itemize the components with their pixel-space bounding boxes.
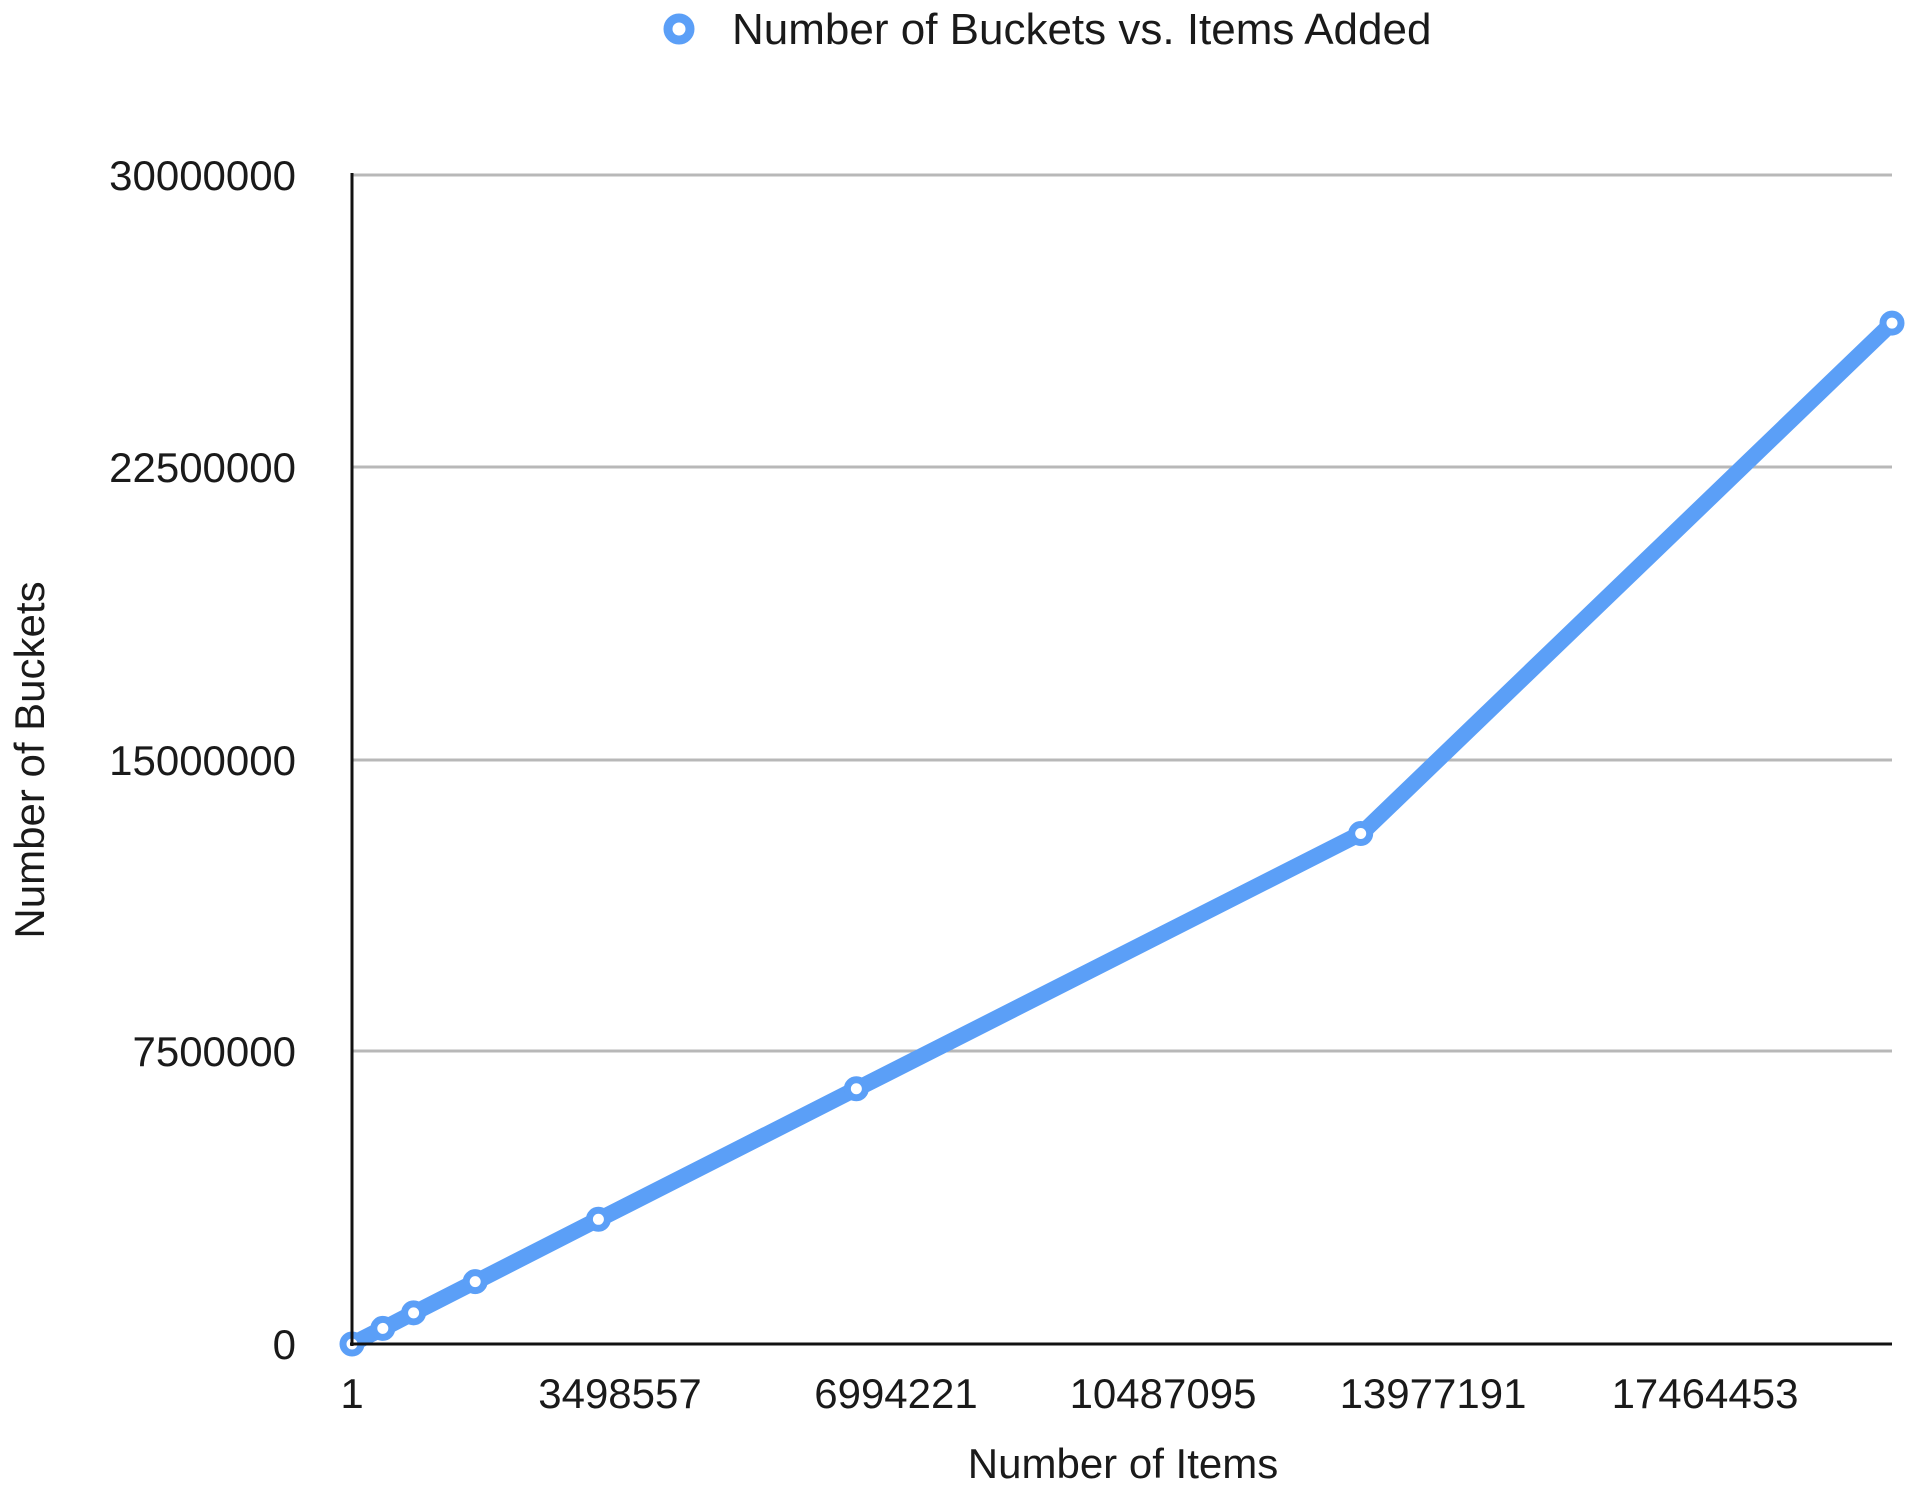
- x-axis-title: Number of Items: [968, 1440, 1278, 1487]
- x-tick-label: 10487095: [1070, 1370, 1257, 1417]
- y-tick-label: 7500000: [132, 1028, 296, 1075]
- series-number-of-buckets: [339, 310, 1905, 1357]
- series-line: [344, 315, 1900, 1352]
- data-point: [1879, 310, 1905, 336]
- gridlines: [352, 173, 1892, 1053]
- data-point: [843, 1076, 869, 1102]
- y-tick-label: 0: [273, 1321, 296, 1368]
- data-point: [1348, 821, 1374, 847]
- x-tick-label: 1: [340, 1370, 363, 1417]
- x-tick-labels: 1 3498557 6994221 10487095 13977191 17464453: [340, 1370, 1798, 1417]
- data-point: [462, 1269, 488, 1295]
- y-axis-title: Number of Buckets: [6, 581, 53, 938]
- legend: Number of Buckets vs. Items Added: [663, 5, 1431, 54]
- data-point: [370, 1315, 396, 1341]
- y-tick-label: 30000000: [109, 152, 296, 199]
- y-tick-labels: 0 7500000 15000000 22500000 30000000: [109, 152, 296, 1368]
- y-tick-label: 22500000: [109, 444, 296, 491]
- x-tick-label: 13977191: [1340, 1370, 1527, 1417]
- axes: [350, 173, 1892, 1346]
- x-tick-label: 3498557: [538, 1370, 702, 1417]
- legend-label: Number of Buckets vs. Items Added: [732, 5, 1431, 54]
- data-point: [401, 1300, 427, 1326]
- x-tick-label: 17464453: [1612, 1370, 1799, 1417]
- data-point: [585, 1206, 611, 1232]
- y-tick-label: 15000000: [109, 737, 296, 784]
- legend-marker: [663, 13, 695, 45]
- x-tick-label: 6994221: [814, 1370, 978, 1417]
